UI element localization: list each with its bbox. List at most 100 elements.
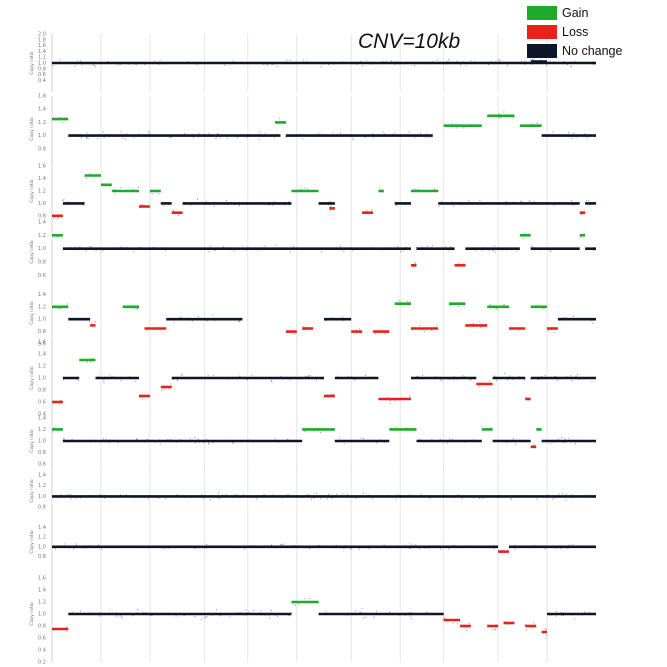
data-point	[114, 193, 116, 195]
panel-7: 1.4 1.2 1.0 0.8 0.6 Copy ratio	[29, 412, 596, 470]
y-tick-label: 0.4	[38, 648, 46, 654]
data-point	[303, 59, 305, 61]
data-point	[402, 250, 404, 252]
data-point	[194, 436, 196, 439]
data-point	[270, 544, 272, 546]
y-tick-label: 0.6	[38, 72, 46, 78]
data-point	[592, 322, 594, 324]
data-point	[528, 200, 530, 202]
data-point	[557, 380, 559, 382]
data-point	[362, 492, 364, 494]
data-point	[246, 379, 248, 381]
data-point	[82, 204, 84, 206]
data-point	[365, 374, 367, 376]
data-point	[91, 357, 94, 359]
data-point	[389, 400, 391, 402]
y-tick-label: 1.0	[38, 246, 46, 252]
data-point	[494, 629, 497, 631]
data-point	[493, 548, 495, 550]
data-point	[439, 379, 441, 381]
data-point	[197, 316, 199, 318]
data-point	[326, 498, 328, 500]
y-tick-label: 0.6	[38, 462, 46, 468]
data-point	[161, 389, 164, 391]
data-point	[280, 375, 282, 377]
data-point	[85, 137, 87, 139]
data-point	[457, 494, 459, 496]
data-point	[329, 201, 331, 203]
data-point	[429, 497, 431, 499]
data-point	[571, 137, 573, 139]
data-point	[251, 374, 253, 376]
data-point	[354, 379, 357, 381]
data-point	[304, 430, 306, 432]
data-point	[577, 373, 579, 376]
data-point	[573, 132, 575, 134]
data-point	[202, 442, 205, 444]
data-point	[66, 631, 68, 633]
data-point	[397, 493, 399, 495]
data-point	[562, 492, 564, 495]
data-point	[300, 188, 303, 190]
data-point	[352, 138, 354, 141]
data-point	[180, 374, 182, 376]
data-point	[103, 382, 105, 384]
data-point	[395, 204, 398, 206]
data-point	[268, 617, 271, 619]
data-point	[545, 637, 547, 639]
y-tick-label: 1.2	[38, 189, 46, 195]
y-tick-label: 0.8	[38, 388, 46, 394]
data-point	[495, 379, 498, 381]
data-point	[298, 603, 300, 605]
data-point	[208, 442, 210, 444]
panel-3: 1.6 1.4 1.2 1.0 0.8 Copy ratio	[29, 160, 596, 222]
data-point	[389, 402, 391, 405]
data-point	[559, 548, 562, 550]
data-point	[242, 494, 245, 496]
data-point	[342, 316, 344, 318]
data-point	[581, 214, 584, 216]
data-point	[373, 616, 375, 618]
data-point	[304, 598, 306, 600]
data-point	[192, 137, 195, 139]
data-point	[132, 188, 134, 190]
y-tick-label: 1.2	[38, 427, 46, 433]
data-point	[468, 622, 470, 624]
data-point	[376, 610, 378, 612]
data-point	[102, 131, 104, 133]
data-point	[513, 116, 515, 118]
data-point	[165, 497, 167, 500]
data-point	[87, 138, 89, 140]
data-point	[456, 60, 458, 62]
data-point	[525, 396, 527, 398]
data-point	[406, 300, 409, 303]
data-point	[384, 333, 386, 335]
data-point	[522, 238, 524, 240]
data-point	[506, 64, 508, 66]
data-point	[390, 60, 392, 62]
data-point	[267, 64, 269, 66]
y-tick-label: 1.4	[38, 525, 46, 531]
data-point	[382, 60, 384, 62]
data-point	[99, 615, 101, 617]
data-point	[457, 305, 459, 308]
data-point	[444, 246, 447, 248]
data-point	[585, 200, 588, 202]
data-point	[117, 64, 119, 66]
data-point	[232, 60, 234, 62]
data-point	[200, 618, 202, 621]
data-point	[492, 628, 494, 631]
data-point	[176, 379, 179, 381]
data-point	[494, 375, 496, 377]
data-point	[206, 615, 208, 618]
data-point	[436, 59, 438, 61]
data-point	[148, 131, 150, 133]
data-point	[328, 493, 330, 495]
data-point	[287, 493, 289, 495]
data-point	[95, 66, 97, 68]
data-point	[189, 438, 191, 440]
data-point	[448, 548, 450, 550]
data-point	[153, 60, 155, 62]
y-tick-label: 1.0	[38, 376, 46, 382]
